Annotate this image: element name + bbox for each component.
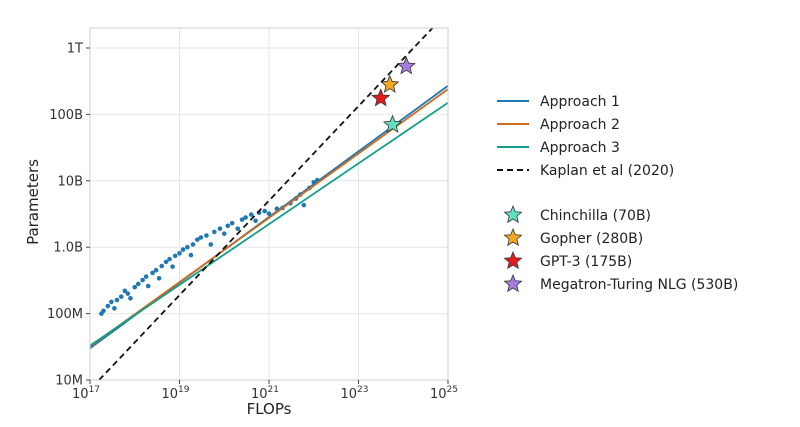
scatter-point xyxy=(221,231,227,236)
y-axis-ticks: 10M 100M 1.0B 10B 100B 1T xyxy=(47,41,90,389)
scatter-point xyxy=(140,277,145,283)
legend-entry-label: Kaplan et al (2020) xyxy=(540,163,674,179)
series-line xyxy=(98,28,434,380)
scatter-point xyxy=(170,264,175,269)
scatter-point xyxy=(105,303,111,309)
y-tick-label: 1T xyxy=(67,41,83,56)
scatter-point xyxy=(188,252,194,258)
scatter-point xyxy=(114,297,120,303)
scatter-point xyxy=(177,250,182,256)
scatter-point xyxy=(167,256,172,262)
y-axis-label: Parameters xyxy=(24,159,42,245)
scatter-point xyxy=(159,263,164,269)
x-tick-label: 1019 xyxy=(162,385,190,402)
scatter-point xyxy=(248,212,254,217)
scatter-point xyxy=(208,242,214,247)
y-tick-label: 10B xyxy=(58,174,83,189)
grid xyxy=(89,28,449,381)
scatter-point xyxy=(190,242,196,247)
scatter-point xyxy=(145,283,151,289)
y-tick-label: 100B xyxy=(49,108,83,123)
scatter-point xyxy=(156,276,162,281)
model-star-marker xyxy=(396,56,416,75)
scatter-point xyxy=(112,306,117,311)
x-tick-label: 1023 xyxy=(341,385,369,402)
scatter-point xyxy=(185,244,190,250)
legend-entry-label: Chinchilla (70B) xyxy=(540,208,651,224)
scatter-point xyxy=(172,253,178,259)
model-star-marker xyxy=(371,88,391,107)
legend-entry-label: Gopher (280B) xyxy=(540,231,643,247)
legend-entry-label: Megatron-Turing NLG (530B) xyxy=(540,277,738,293)
x-tick-label: 1025 xyxy=(430,385,458,402)
scatter-point xyxy=(128,295,133,301)
legend-star-swatch xyxy=(503,227,523,247)
series-line xyxy=(90,101,448,347)
plot-area xyxy=(90,28,448,380)
legend-star-swatch xyxy=(503,250,523,270)
scatter-point xyxy=(243,215,248,220)
scatter-point xyxy=(204,233,209,238)
scatter-point xyxy=(150,270,155,276)
series-line xyxy=(90,88,448,348)
scatter-point xyxy=(132,284,138,290)
scatter-point xyxy=(225,223,231,229)
scatter-point xyxy=(217,226,223,231)
legend-entry-label: Approach 2 xyxy=(540,117,620,133)
scatter-point xyxy=(135,281,141,287)
scatter-point xyxy=(180,247,186,252)
scatter-point xyxy=(109,299,114,305)
y-tick-label: 10M xyxy=(55,374,83,389)
legend-entry-label: GPT-3 (175B) xyxy=(540,254,632,270)
y-tick-label: 100M xyxy=(47,307,83,322)
legend-entry-label: Approach 1 xyxy=(540,94,620,110)
legend: Approach 1 Approach 2 Approach 3 Kaplan et … xyxy=(497,94,738,293)
scatter-point xyxy=(153,267,159,273)
model-star-marker xyxy=(380,74,400,93)
model-star-marker xyxy=(382,114,403,133)
scatter-point xyxy=(212,229,217,235)
scatter-point xyxy=(101,308,106,314)
legend-star-swatch xyxy=(503,204,523,224)
scatter-point xyxy=(229,220,235,226)
scatter-point xyxy=(235,226,241,231)
scatter-point xyxy=(266,211,272,216)
scatter-point xyxy=(198,235,204,240)
legend-entry-label: Approach 3 xyxy=(540,140,620,156)
scatter-point xyxy=(163,259,169,265)
scatter-point xyxy=(125,291,131,296)
x-axis-ticks: 1017 1019 1021 1023 1025 xyxy=(72,380,458,402)
scatter-point xyxy=(195,237,200,242)
scatter-point xyxy=(262,208,267,214)
scatter-point xyxy=(118,294,124,299)
scatter-point xyxy=(143,274,149,279)
scatter-point xyxy=(253,218,258,224)
scatter-point xyxy=(239,217,245,222)
legend-star-swatch xyxy=(503,273,523,293)
y-tick-label: 1.0B xyxy=(53,241,83,256)
x-axis-label: FLOPs xyxy=(247,400,292,418)
scatter-point xyxy=(301,202,307,208)
scatter-point xyxy=(122,288,128,294)
